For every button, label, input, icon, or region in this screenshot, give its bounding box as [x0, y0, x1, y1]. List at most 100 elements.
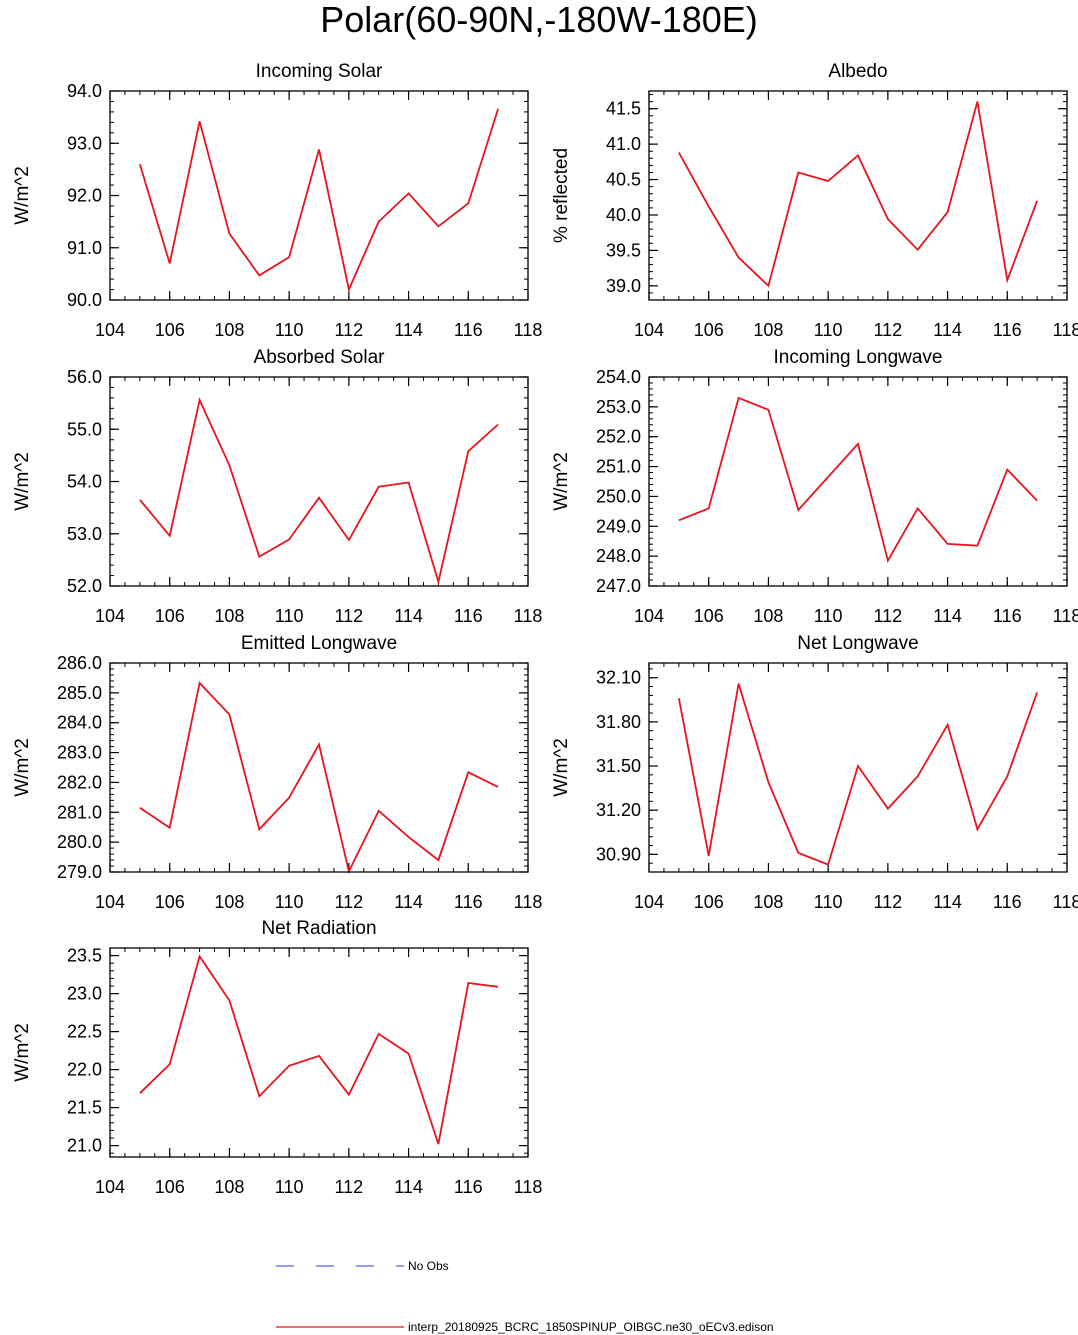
x-tick-label: 114: [394, 1177, 423, 1197]
x-tick-label: 108: [753, 320, 783, 340]
plot-frame: [648, 662, 1068, 873]
x-tick-label: 104: [634, 892, 664, 912]
y-tick-label: 285.0: [57, 683, 102, 703]
y-tick-label: 23.5: [67, 946, 102, 966]
x-tick-label: 108: [214, 1177, 244, 1197]
y-tick-label: 254.0: [596, 367, 641, 387]
y-tick-label: 56.0: [67, 367, 102, 387]
y-tick-label: 283.0: [57, 743, 102, 763]
y-tick-label: 249.0: [596, 516, 641, 536]
y-tick-label: 39.5: [606, 240, 641, 260]
panel-title: Incoming Longwave: [774, 347, 943, 368]
y-tick-label: 31.80: [596, 712, 641, 732]
panel-net-radiation: Net Radiation W/m^2 104 106 108 110 112 114 116 1…: [12, 918, 542, 1197]
x-tick-label: 106: [155, 606, 185, 626]
series-line: [139, 108, 499, 293]
x-tick-label: 118: [1053, 606, 1078, 626]
y-tick-label: 280.0: [57, 832, 102, 852]
x-tick-label: 104: [95, 606, 125, 626]
y-tick-label: 92.0: [67, 186, 102, 206]
x-tick-label: 116: [454, 1177, 483, 1197]
series-line: [678, 396, 1038, 563]
series-line: [139, 681, 499, 875]
y-tick-label: 247.0: [596, 576, 641, 596]
x-tick-label: 116: [454, 892, 483, 912]
panel-title: Incoming Solar: [256, 61, 383, 82]
x-tick-label: 114: [394, 892, 423, 912]
x-tick-label: 114: [933, 606, 962, 626]
y-tick-label: 22.0: [67, 1060, 102, 1080]
x-tick-label: 118: [514, 892, 543, 912]
x-tick-label: 114: [933, 892, 962, 912]
legend-model-label: interp_20180925_BCRC_1850SPINUP_OIBGC.ne…: [408, 1320, 774, 1334]
y-tick-label: 250.0: [596, 486, 641, 506]
y-tick-label: 39.0: [606, 276, 641, 296]
panel-title: Net Longwave: [797, 633, 918, 654]
y-tick-label: 251.0: [596, 457, 641, 477]
x-tick-label: 114: [394, 606, 423, 626]
panel-absorbed-solar: Absorbed Solar W/m^2 104 106 108 110 112 114 116…: [12, 347, 542, 626]
y-tick-label: 31.50: [596, 756, 641, 776]
plot-frame: [109, 947, 529, 1158]
y-axis-label: W/m^2: [12, 452, 33, 511]
x-tick-label: 104: [95, 320, 125, 340]
x-tick-label: 106: [155, 892, 185, 912]
x-tick-label: 112: [335, 1177, 364, 1197]
panel-title: Albedo: [828, 61, 887, 82]
x-tick-label: 112: [874, 892, 903, 912]
panel-net-longwave: Net Longwave W/m^2 104 106 108 110 112 114 116 11…: [551, 633, 1078, 912]
series-line: [139, 954, 499, 1145]
figure-title: Polar(60-90N,-180W-180E): [320, 0, 758, 40]
x-tick-label: 116: [993, 320, 1022, 340]
x-tick-label: 116: [993, 892, 1022, 912]
x-tick-label: 106: [155, 320, 185, 340]
series-line: [678, 101, 1038, 288]
x-tick-label: 114: [394, 320, 423, 340]
x-tick-label: 110: [814, 606, 843, 626]
y-tick-label: 52.0: [67, 576, 102, 596]
legend-obs: No Obs: [276, 1259, 449, 1273]
x-tick-label: 104: [95, 1177, 125, 1197]
x-tick-label: 106: [155, 1177, 185, 1197]
panel-title: Emitted Longwave: [241, 633, 397, 654]
y-tick-label: 54.0: [67, 472, 102, 492]
plot-frame: [648, 90, 1068, 301]
y-tick-label: 32.10: [596, 668, 641, 688]
x-tick-label: 108: [214, 606, 244, 626]
y-axis-label: W/m^2: [12, 738, 33, 797]
y-tick-label: 253.0: [596, 397, 641, 417]
panel-incoming-solar: Incoming Solar W/m^2 104 106 108 110 112 114 116…: [12, 61, 542, 340]
x-tick-label: 112: [335, 606, 364, 626]
x-tick-label: 118: [1053, 320, 1078, 340]
y-tick-label: 91.0: [67, 238, 102, 258]
x-tick-label: 116: [454, 320, 483, 340]
x-tick-label: 118: [514, 606, 543, 626]
y-tick-label: 93.0: [67, 133, 102, 153]
x-tick-label: 116: [454, 606, 483, 626]
y-tick-label: 40.0: [606, 205, 641, 225]
x-tick-label: 110: [814, 892, 843, 912]
x-tick-label: 112: [335, 320, 364, 340]
x-tick-label: 112: [874, 606, 903, 626]
y-tick-label: 55.0: [67, 419, 102, 439]
y-tick-label: 40.5: [606, 170, 641, 190]
x-tick-label: 104: [634, 320, 664, 340]
x-tick-label: 106: [694, 892, 724, 912]
y-axis-label: W/m^2: [12, 166, 33, 225]
x-tick-label: 106: [694, 606, 724, 626]
y-axis-label: % reflected: [551, 148, 572, 243]
plot-frame: [109, 662, 529, 873]
y-tick-label: 41.0: [606, 134, 641, 154]
x-tick-label: 110: [275, 320, 304, 340]
plot-frame: [109, 90, 529, 301]
y-tick-label: 90.0: [67, 290, 102, 310]
y-axis-label: W/m^2: [12, 1023, 33, 1082]
y-tick-label: 94.0: [67, 81, 102, 101]
y-tick-label: 30.90: [596, 844, 641, 864]
y-tick-label: 252.0: [596, 427, 641, 447]
x-tick-label: 108: [214, 320, 244, 340]
x-tick-label: 110: [814, 320, 843, 340]
plot-frame: [648, 376, 1068, 587]
y-tick-label: 21.0: [67, 1136, 102, 1156]
